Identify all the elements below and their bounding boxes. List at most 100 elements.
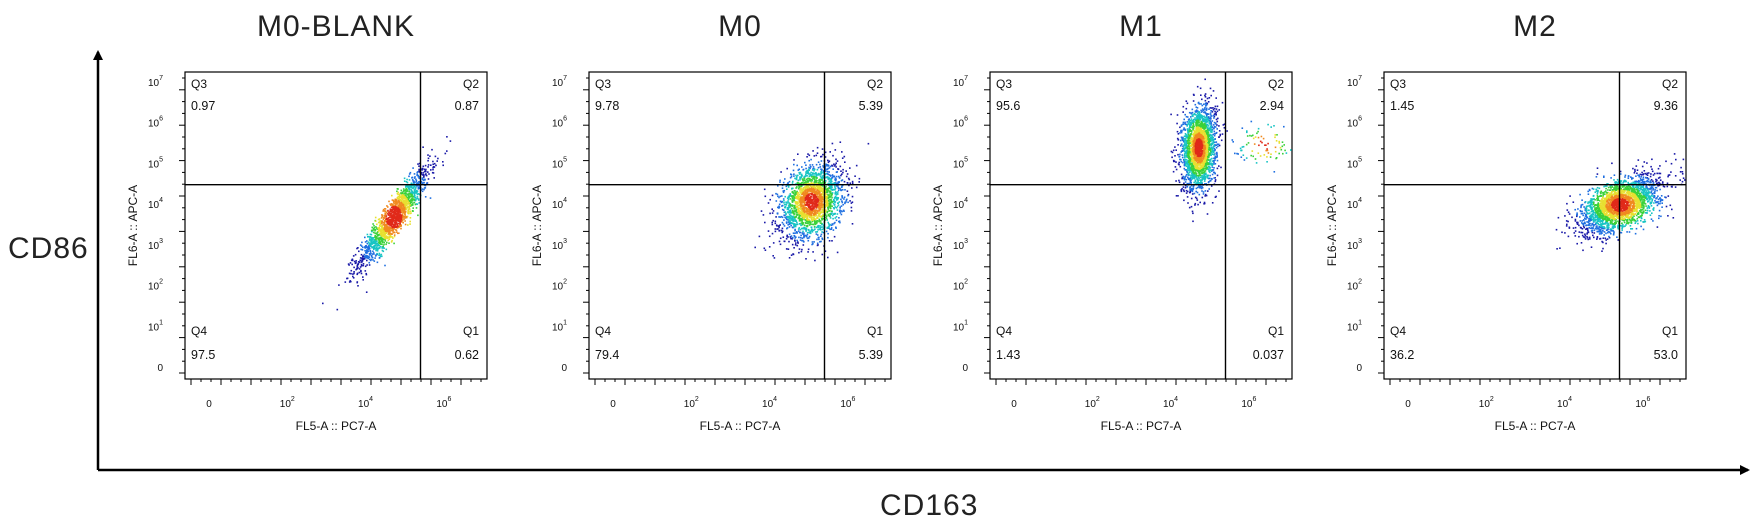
event-dot [380, 253, 383, 256]
event-dot [393, 231, 395, 234]
event-dot [380, 225, 382, 227]
event-dot [834, 184, 836, 187]
event-dot [427, 166, 429, 168]
event-dot [1210, 179, 1212, 182]
event-dot [369, 236, 372, 238]
event-dot [847, 193, 850, 196]
y-tick-exponent: 1 [159, 319, 163, 326]
event-dot [1182, 177, 1184, 180]
event-dot [790, 254, 793, 256]
event-dot [771, 221, 773, 224]
event-dot [397, 188, 399, 190]
event-dot [389, 234, 392, 237]
event-dot [429, 197, 432, 199]
event-dot [371, 253, 373, 255]
event-dot [381, 233, 383, 235]
event-dot [1195, 123, 1197, 125]
event-dot [1211, 163, 1214, 165]
event-dot [796, 221, 798, 224]
event-dot [1192, 122, 1195, 125]
event-dot [827, 232, 829, 235]
event-dot [812, 168, 814, 170]
event-dot [1180, 131, 1183, 134]
event-dot [1207, 113, 1210, 115]
event-dot [348, 264, 350, 266]
event-dot [841, 196, 843, 198]
event-dot [355, 262, 357, 264]
event-dot [1205, 167, 1207, 170]
event-dot [807, 212, 809, 215]
event-dot [400, 196, 403, 198]
event-dot [825, 201, 828, 204]
event-dot [805, 172, 808, 174]
event-dot [782, 236, 785, 238]
event-dot [1196, 107, 1199, 109]
event-dot [809, 221, 811, 224]
event-dot [838, 201, 841, 203]
event-dot [813, 169, 815, 172]
event-dot [798, 186, 801, 189]
event-dot [394, 203, 396, 205]
event-dot [1182, 123, 1185, 125]
event-dot [797, 230, 800, 232]
event-dot [828, 210, 830, 212]
event-dot [829, 178, 831, 180]
event-dot [792, 226, 794, 229]
event-dot [1207, 190, 1209, 192]
event-dot [816, 238, 818, 241]
event-dot [1206, 97, 1209, 100]
event-dot [816, 177, 818, 179]
event-dot [809, 216, 811, 218]
event-dot [1197, 122, 1199, 124]
event-dot [850, 206, 853, 209]
event-dot [367, 236, 369, 238]
event-dot [814, 202, 816, 205]
event-dot [392, 199, 395, 202]
event-dot [817, 229, 819, 231]
event-dot [828, 240, 831, 242]
event-dot [417, 214, 419, 217]
event-dot [400, 202, 403, 205]
event-dot [386, 217, 389, 220]
event-dot [830, 195, 833, 197]
event-dot [783, 209, 785, 211]
event-dot [407, 210, 409, 212]
event-dot [789, 203, 792, 205]
event-dot [810, 196, 813, 198]
event-dot [356, 272, 359, 275]
event-dot [805, 198, 807, 201]
event-dot [357, 267, 359, 269]
event-dot [357, 247, 359, 249]
event-dot [802, 233, 804, 235]
event-dot [398, 193, 401, 195]
event-dot [399, 224, 401, 226]
event-dot [790, 175, 793, 178]
event-dot [1197, 102, 1200, 104]
event-dot [855, 186, 858, 189]
event-dot [820, 176, 822, 179]
event-dot [390, 210, 393, 213]
event-dot [810, 216, 812, 218]
quadrant-q4-name: Q4 [191, 324, 207, 338]
event-dot [417, 184, 419, 187]
event-dot [395, 220, 397, 223]
event-dot [782, 191, 785, 194]
event-dot [797, 210, 799, 213]
event-dot [411, 179, 414, 181]
event-dot [844, 161, 846, 163]
event-dot [822, 204, 824, 207]
event-dot [402, 205, 405, 208]
event-dot [767, 202, 770, 204]
event-dot [1202, 171, 1205, 174]
event-dot [817, 224, 820, 227]
event-dot [366, 251, 368, 254]
event-dot [425, 174, 428, 177]
event-dot [353, 271, 355, 273]
event-dot [392, 219, 394, 222]
y-tick-label: 104 [148, 197, 163, 211]
event-dot [826, 200, 828, 203]
event-dot [787, 224, 789, 226]
event-dot [831, 240, 833, 242]
event-dot [808, 203, 811, 206]
event-dot [1205, 105, 1207, 107]
